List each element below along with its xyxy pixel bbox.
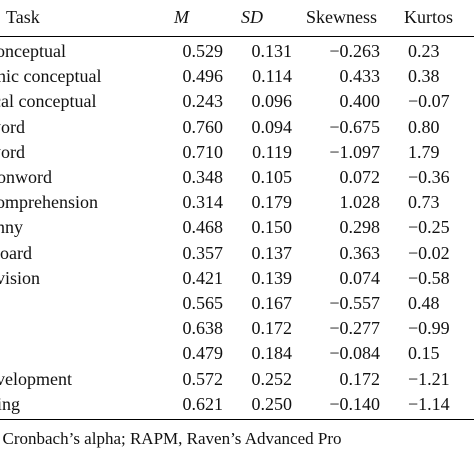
- cell-mean: 0.565: [182, 293, 224, 313]
- cell-task: enny: [0, 217, 23, 238]
- cell-kurtosis: 0.38: [408, 66, 440, 87]
- cell-sd: 0.172: [251, 318, 293, 339]
- cell-mean: 0.496: [182, 66, 224, 87]
- cell-skewness: 0.172: [339, 368, 381, 389]
- cell-mean: 0.572: [182, 368, 224, 389]
- cell-sd: 0.131: [251, 41, 293, 61]
- cell-sd: 0.167: [251, 293, 293, 313]
- cell-mean: 0.243: [182, 91, 224, 112]
- cell-skewness: −0.557: [329, 293, 380, 313]
- cell-sd: 0.105: [251, 167, 293, 187]
- cell-kurtosis: 0.73: [408, 192, 440, 213]
- cell-task: word: [0, 141, 25, 162]
- cell-skewness: 0.400: [339, 91, 381, 112]
- cell-sd: 0.252: [251, 368, 293, 389]
- cell-kurtosis: 0.48: [408, 293, 440, 313]
- cell-kurtosis: −0.02: [408, 242, 450, 263]
- cell-kurtosis: 0.80: [408, 116, 440, 137]
- cell-mean: 0.710: [182, 141, 224, 162]
- cell-skewness: 0.072: [339, 167, 381, 187]
- cell-task: ical conceptual: [0, 91, 97, 112]
- cell-task: phic conceptual: [0, 66, 102, 87]
- header-divider: [0, 36, 474, 37]
- cell-mean: 0.529: [182, 41, 224, 61]
- cell-task: evision: [0, 267, 40, 288]
- cell-mean: 0.314: [182, 192, 224, 213]
- cell-kurtosis: −0.58: [408, 267, 450, 288]
- cell-kurtosis: −0.99: [408, 318, 450, 339]
- cell-task: Board: [0, 242, 32, 263]
- cell-kurtosis: −0.36: [408, 167, 450, 187]
- cell-skewness: 0.298: [339, 217, 381, 238]
- cell-skewness: −0.675: [329, 116, 380, 137]
- cell-kurtosis: 0.15: [408, 343, 440, 364]
- cell-sd: 0.137: [251, 242, 293, 263]
- cell-skewness: 0.074: [339, 267, 381, 288]
- cell-sd: 0.114: [252, 66, 292, 87]
- cell-mean: 0.760: [182, 116, 224, 137]
- table-note: , Cronbach’s alpha; RAPM, Raven’s Advanc…: [0, 429, 342, 448]
- cell-kurtosis: 0.23: [408, 41, 440, 61]
- cell-sd: 0.250: [251, 393, 293, 414]
- cell-skewness: 0.363: [339, 242, 381, 263]
- cell-mean: 0.348: [182, 167, 224, 187]
- cell-task: comprehension: [0, 192, 98, 213]
- cell-mean: 0.479: [182, 343, 224, 364]
- cell-task: evelopment: [0, 368, 72, 389]
- cell-skewness: 1.028: [339, 192, 381, 213]
- cell-skewness: −0.277: [329, 318, 380, 339]
- cell-skewness: −1.097: [329, 141, 380, 162]
- cell-sd: 0.179: [251, 192, 293, 213]
- cell-sd: 0.096: [251, 91, 293, 112]
- header-skewness: Skewness: [306, 7, 377, 27]
- header-kurtosis: Kurtos: [404, 7, 453, 27]
- cell-sd: 0.119: [252, 141, 292, 162]
- cell-mean: 0.638: [182, 318, 224, 339]
- header-sd: SD: [241, 7, 263, 27]
- cell-mean: 0.357: [182, 242, 224, 263]
- cell-sd: 0.184: [251, 343, 293, 364]
- cell-kurtosis: −0.25: [408, 217, 450, 238]
- cell-task: ding: [0, 393, 21, 414]
- cell-skewness: −0.140: [329, 393, 380, 414]
- cell-kurtosis: −1.21: [408, 368, 450, 389]
- cell-skewness: −0.084: [329, 343, 380, 364]
- cell-mean: 0.421: [182, 267, 224, 288]
- cell-sd: 0.150: [251, 217, 293, 238]
- cell-task: nonword: [0, 167, 52, 187]
- cell-kurtosis: −1.14: [408, 393, 450, 414]
- header-mean: M: [174, 7, 189, 27]
- cell-skewness: −0.263: [329, 41, 380, 61]
- cell-task: word: [0, 116, 25, 137]
- header-task: Task: [6, 7, 40, 27]
- bottom-divider: [0, 419, 474, 420]
- cell-kurtosis: 1.79: [408, 141, 440, 162]
- cell-task: conceptual: [0, 41, 66, 61]
- cell-mean: 0.468: [182, 217, 224, 238]
- cell-sd: 0.139: [251, 267, 293, 288]
- cell-skewness: 0.433: [339, 66, 381, 87]
- cell-kurtosis: −0.07: [408, 91, 450, 112]
- cell-sd: 0.094: [251, 116, 293, 137]
- cell-mean: 0.621: [182, 393, 224, 414]
